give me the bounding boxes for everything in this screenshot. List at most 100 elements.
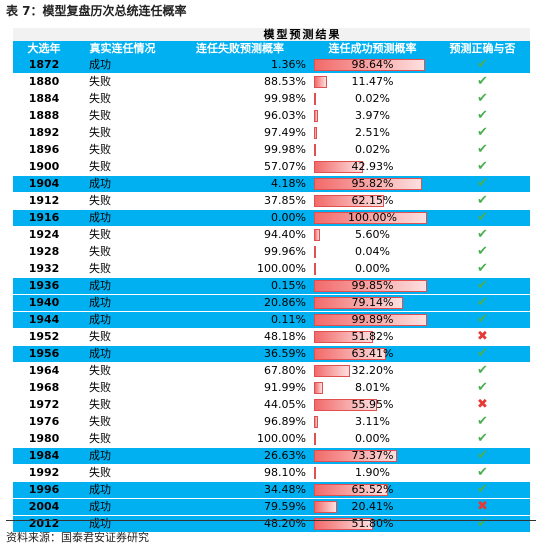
data-bar bbox=[314, 195, 385, 207]
cell: 成功 bbox=[75, 345, 170, 363]
cell: 成功 bbox=[75, 311, 170, 329]
cell-text: 73.37% bbox=[351, 449, 394, 462]
cell: 0.02% bbox=[310, 141, 435, 159]
result-icon: ✔ bbox=[435, 243, 530, 261]
cell: 1964 bbox=[13, 362, 75, 380]
table-row: 1964 失败 67.80% 32.20% ✔ bbox=[13, 362, 530, 380]
result-icon: ✔ bbox=[435, 345, 530, 363]
cell: 42.93% bbox=[310, 158, 435, 176]
data-bar bbox=[314, 484, 389, 496]
result-icon: ✔ bbox=[435, 226, 530, 244]
cell-text: 0.00% bbox=[355, 262, 390, 275]
table-row: 1992 失败 98.10% 1.90% ✔ bbox=[13, 464, 530, 482]
cell-text: 5.60% bbox=[355, 228, 390, 241]
cell: 91.99% bbox=[170, 379, 310, 397]
cell: 失败 bbox=[75, 107, 170, 125]
column-header: 预测正确与否 bbox=[435, 41, 530, 57]
cell: 96.89% bbox=[170, 413, 310, 431]
result-icon: ✔ bbox=[435, 481, 530, 499]
group-header-row: 模型预测结果 bbox=[13, 28, 530, 41]
result-icon: ✔ bbox=[435, 209, 530, 227]
result-icon: ✔ bbox=[435, 379, 530, 397]
cell: 99.98% bbox=[170, 141, 310, 159]
result-icon: ✔ bbox=[435, 192, 530, 210]
cell: 成功 bbox=[75, 57, 170, 74]
cell: 100.00% bbox=[170, 260, 310, 278]
cell: 51.80% bbox=[310, 515, 435, 533]
cell: 26.63% bbox=[170, 447, 310, 465]
cell: 100.00% bbox=[170, 430, 310, 448]
cell: 44.05% bbox=[170, 396, 310, 414]
cell-text: 0.00% bbox=[355, 432, 390, 445]
cell-text: 0.02% bbox=[355, 143, 390, 156]
cell: 失败 bbox=[75, 362, 170, 380]
result-icon: ✖ bbox=[435, 498, 530, 516]
cell-text: 8.01% bbox=[355, 381, 390, 394]
cell: 1892 bbox=[13, 124, 75, 142]
cell: 成功 bbox=[75, 175, 170, 193]
cell: 0.00% bbox=[170, 209, 310, 227]
cell: 失败 bbox=[75, 396, 170, 414]
data-bar bbox=[314, 212, 427, 224]
cell: 0.11% bbox=[170, 311, 310, 329]
table-row: 1952 失败 48.18% 51.82% ✖ bbox=[13, 328, 530, 346]
table-row: 1972 失败 44.05% 55.95% ✖ bbox=[13, 396, 530, 414]
result-icon: ✔ bbox=[435, 90, 530, 108]
data-bar bbox=[314, 76, 327, 88]
cell-text: 95.82% bbox=[351, 177, 394, 190]
result-icon: ✔ bbox=[435, 430, 530, 448]
data-bar bbox=[314, 297, 404, 309]
cell-text: 32.20% bbox=[351, 364, 394, 377]
cell: 2012 bbox=[13, 515, 75, 533]
cell: 1888 bbox=[13, 107, 75, 125]
cell-text: 1.90% bbox=[355, 466, 390, 479]
cell-text: 65.52% bbox=[351, 483, 394, 496]
spacer bbox=[13, 28, 170, 41]
cell: 0.00% bbox=[310, 430, 435, 448]
cell: 1928 bbox=[13, 243, 75, 261]
cell: 失败 bbox=[75, 73, 170, 91]
result-icon: ✔ bbox=[435, 260, 530, 278]
cell: 失败 bbox=[75, 413, 170, 431]
cell: 1904 bbox=[13, 175, 75, 193]
result-icon: ✔ bbox=[435, 362, 530, 380]
data-bar bbox=[314, 399, 378, 411]
data-bar bbox=[314, 127, 317, 139]
column-header: 连任成功预测概率 bbox=[310, 41, 435, 57]
cell: 62.15% bbox=[310, 192, 435, 210]
cell: 34.48% bbox=[170, 481, 310, 499]
cell: 成功 bbox=[75, 498, 170, 516]
table-row: 1984 成功 26.63% 73.37% ✔ bbox=[13, 447, 530, 465]
cell: 成功 bbox=[75, 294, 170, 312]
cell: 1880 bbox=[13, 73, 75, 91]
cell: 57.07% bbox=[170, 158, 310, 176]
cell: 79.14% bbox=[310, 294, 435, 312]
table-row: 1888 失败 96.03% 3.97% ✔ bbox=[13, 107, 530, 125]
cell-text: 20.41% bbox=[351, 500, 394, 513]
cell: 1872 bbox=[13, 57, 75, 74]
table-row: 1940 成功 20.86% 79.14% ✔ bbox=[13, 294, 530, 312]
result-icon: ✔ bbox=[435, 175, 530, 193]
cell: 1.90% bbox=[310, 464, 435, 482]
cell-text: 3.97% bbox=[355, 109, 390, 122]
cell: 63.41% bbox=[310, 345, 435, 363]
cell: 2004 bbox=[13, 498, 75, 516]
column-header: 真实连任情况 bbox=[75, 41, 170, 57]
cell: 1984 bbox=[13, 447, 75, 465]
cell: 1968 bbox=[13, 379, 75, 397]
table-row: 1936 成功 0.15% 99.85% ✔ bbox=[13, 277, 530, 295]
table-row: 1900 失败 57.07% 42.93% ✔ bbox=[13, 158, 530, 176]
cell-text: 51.82% bbox=[351, 330, 394, 343]
cell: 73.37% bbox=[310, 447, 435, 465]
data-bar bbox=[314, 416, 318, 428]
result-icon: ✔ bbox=[435, 464, 530, 482]
cell-text: 42.93% bbox=[351, 160, 394, 173]
cell: 1976 bbox=[13, 413, 75, 431]
cell: 成功 bbox=[75, 481, 170, 499]
cell: 1992 bbox=[13, 464, 75, 482]
cell: 67.80% bbox=[170, 362, 310, 380]
cell: 0.00% bbox=[310, 260, 435, 278]
header-row: 大选年 真实连任情况 连任失败预测概率 连任成功预测概率 预测正确与否 bbox=[13, 41, 530, 57]
cell-text: 11.47% bbox=[351, 75, 394, 88]
